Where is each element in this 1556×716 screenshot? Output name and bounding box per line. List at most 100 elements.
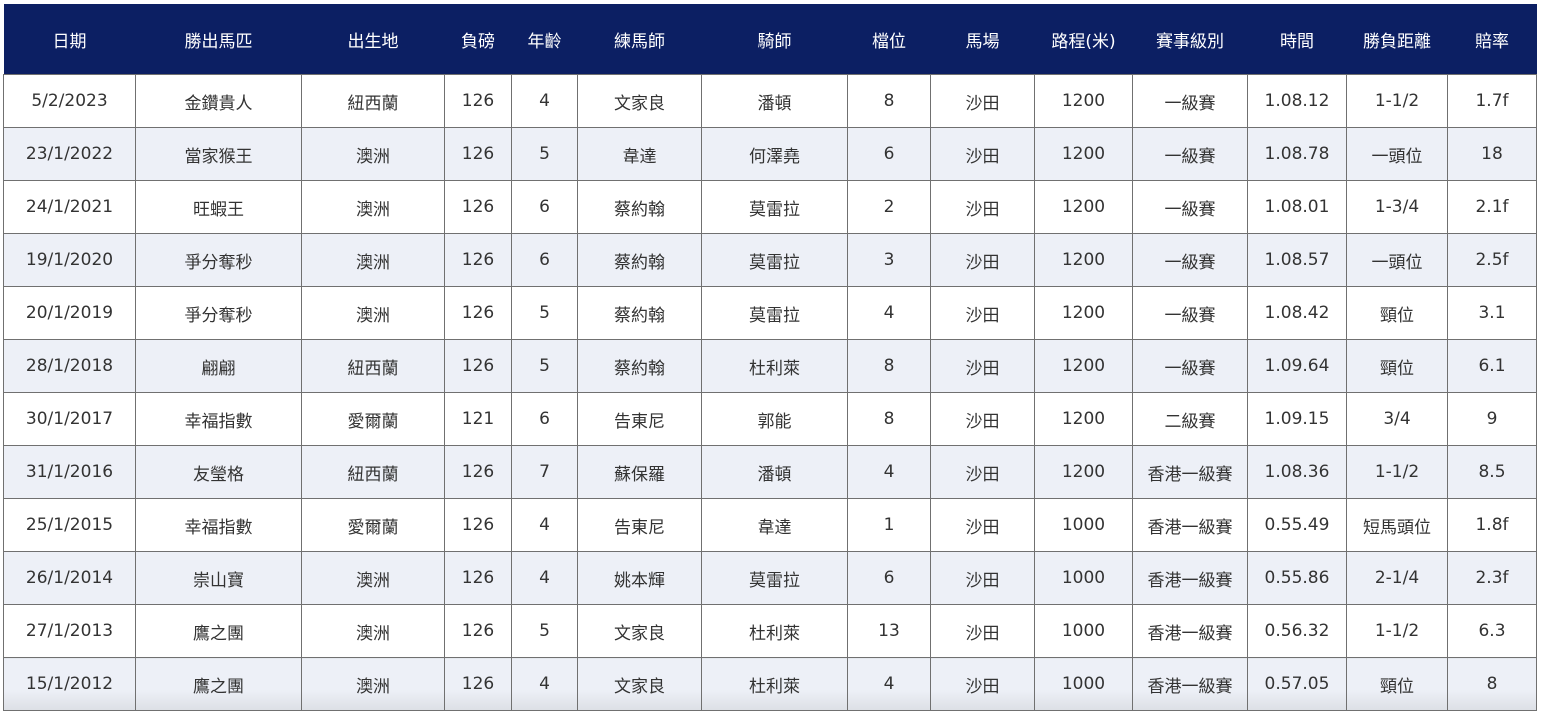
cell-trainer: 蔡約翰 — [577, 339, 702, 393]
cell-trainer: 告東尼 — [577, 498, 702, 552]
cell-odds: 2.3f — [1447, 551, 1537, 605]
cell-age: 4 — [511, 657, 578, 711]
cell-odds: 8.5 — [1447, 445, 1537, 499]
cell-jockey: 郭能 — [701, 392, 848, 446]
cell-date: 25/1/2015 — [3, 498, 136, 552]
cell-age: 5 — [511, 339, 578, 393]
cell-margin: 頸位 — [1346, 339, 1448, 393]
cell-weight: 126 — [444, 339, 512, 393]
cell-time: 1.08.78 — [1247, 127, 1347, 181]
cell-margin: 一頭位 — [1346, 233, 1448, 287]
cell-time: 1.08.57 — [1247, 233, 1347, 287]
cell-venue: 沙田 — [930, 180, 1035, 234]
table-row: 23/1/2022 當家猴王 澳洲 126 5 韋達 何澤堯 6 沙田 1200 一級賽 1.08.7… — [3, 127, 1537, 181]
cell-race-class: 香港一級賽 — [1132, 445, 1248, 499]
column-header-race-class: 賽事級別 — [1132, 4, 1248, 75]
cell-draw: 8 — [847, 74, 931, 128]
cell-winner: 鷹之團 — [135, 604, 302, 658]
cell-winner: 幸福指數 — [135, 498, 302, 552]
cell-weight: 126 — [444, 498, 512, 552]
cell-draw: 4 — [847, 286, 931, 340]
table-row: 5/2/2023 金鑽貴人 紐西蘭 126 4 文家良 潘頓 8 沙田 1200 一級賽 1.08.1… — [3, 74, 1537, 128]
cell-odds: 2.5f — [1447, 233, 1537, 287]
cell-venue: 沙田 — [930, 657, 1035, 711]
cell-race-class: 一級賽 — [1132, 286, 1248, 340]
cell-age: 6 — [511, 392, 578, 446]
column-header-distance: 路程(米) — [1034, 4, 1133, 75]
cell-odds: 8 — [1447, 657, 1537, 711]
cell-trainer: 文家良 — [577, 657, 702, 711]
column-header-time: 時間 — [1247, 4, 1347, 75]
cell-weight: 126 — [444, 657, 512, 711]
cell-jockey: 杜利萊 — [701, 657, 848, 711]
cell-odds: 9 — [1447, 392, 1537, 446]
cell-date: 24/1/2021 — [3, 180, 136, 234]
cell-distance: 1200 — [1034, 233, 1133, 287]
cell-venue: 沙田 — [930, 445, 1035, 499]
cell-margin: 3/4 — [1346, 392, 1448, 446]
cell-distance: 1200 — [1034, 286, 1133, 340]
cell-trainer: 告東尼 — [577, 392, 702, 446]
cell-weight: 126 — [444, 286, 512, 340]
cell-draw: 13 — [847, 604, 931, 658]
cell-date: 27/1/2013 — [3, 604, 136, 658]
cell-distance: 1200 — [1034, 339, 1133, 393]
cell-age: 4 — [511, 498, 578, 552]
cell-distance: 1000 — [1034, 657, 1133, 711]
cell-age: 7 — [511, 445, 578, 499]
cell-weight: 126 — [444, 551, 512, 605]
cell-time: 0.56.32 — [1247, 604, 1347, 658]
cell-origin: 紐西蘭 — [301, 445, 445, 499]
cell-date: 20/1/2019 — [3, 286, 136, 340]
cell-date: 31/1/2016 — [3, 445, 136, 499]
table-row: 24/1/2021 旺蝦王 澳洲 126 6 蔡約翰 莫雷拉 2 沙田 1200 一級賽 1.08.0… — [3, 180, 1537, 234]
cell-venue: 沙田 — [930, 604, 1035, 658]
cell-margin: 1-1/2 — [1346, 445, 1448, 499]
cell-margin: 一頭位 — [1346, 127, 1448, 181]
cell-distance: 1200 — [1034, 445, 1133, 499]
cell-margin: 短馬頭位 — [1346, 498, 1448, 552]
cell-weight: 121 — [444, 392, 512, 446]
cell-jockey: 杜利萊 — [701, 339, 848, 393]
cell-winner: 鷹之團 — [135, 657, 302, 711]
column-header-margin: 勝負距離 — [1346, 4, 1448, 75]
cell-race-class: 香港一級賽 — [1132, 498, 1248, 552]
cell-distance: 1200 — [1034, 180, 1133, 234]
cell-distance: 1200 — [1034, 127, 1133, 181]
cell-distance: 1200 — [1034, 392, 1133, 446]
column-header-origin: 出生地 — [301, 4, 445, 75]
cell-margin: 頸位 — [1346, 286, 1448, 340]
cell-odds: 1.7f — [1447, 74, 1537, 128]
cell-race-class: 二級賽 — [1132, 392, 1248, 446]
cell-time: 1.08.42 — [1247, 286, 1347, 340]
cell-age: 4 — [511, 74, 578, 128]
cell-winner: 當家猴王 — [135, 127, 302, 181]
cell-venue: 沙田 — [930, 233, 1035, 287]
table-row: 26/1/2014 崇山寶 澳洲 126 4 姚本輝 莫雷拉 6 沙田 1000 香港一級賽 0.55… — [3, 551, 1537, 605]
table-row: 30/1/2017 幸福指數 愛爾蘭 121 6 告東尼 郭能 8 沙田 1200 二級賽 1.09.… — [3, 392, 1537, 446]
cell-distance: 1200 — [1034, 74, 1133, 128]
cell-margin: 1-1/2 — [1346, 74, 1448, 128]
cell-trainer: 蔡約翰 — [577, 233, 702, 287]
header-row: 日期 勝出馬匹 出生地 負磅 年齡 練馬師 騎師 檔位 馬場 路程(米) 賽事級別 時間 勝負距離 賠率 — [3, 4, 1537, 75]
cell-age: 5 — [511, 127, 578, 181]
cell-race-class: 一級賽 — [1132, 180, 1248, 234]
cell-time: 1.09.64 — [1247, 339, 1347, 393]
cell-race-class: 香港一級賽 — [1132, 551, 1248, 605]
cell-weight: 126 — [444, 180, 512, 234]
cell-margin: 2-1/4 — [1346, 551, 1448, 605]
cell-jockey: 何澤堯 — [701, 127, 848, 181]
cell-date: 30/1/2017 — [3, 392, 136, 446]
cell-weight: 126 — [444, 127, 512, 181]
cell-venue: 沙田 — [930, 551, 1035, 605]
cell-draw: 4 — [847, 657, 931, 711]
column-header-jockey: 騎師 — [701, 4, 848, 75]
cell-winner: 幸福指數 — [135, 392, 302, 446]
cell-winner: 金鑽貴人 — [135, 74, 302, 128]
cell-draw: 8 — [847, 392, 931, 446]
cell-origin: 澳洲 — [301, 286, 445, 340]
table-row: 19/1/2020 爭分奪秒 澳洲 126 6 蔡約翰 莫雷拉 3 沙田 1200 一級賽 1.08.… — [3, 233, 1537, 287]
cell-distance: 1000 — [1034, 604, 1133, 658]
cell-race-class: 香港一級賽 — [1132, 604, 1248, 658]
cell-odds: 3.1 — [1447, 286, 1537, 340]
